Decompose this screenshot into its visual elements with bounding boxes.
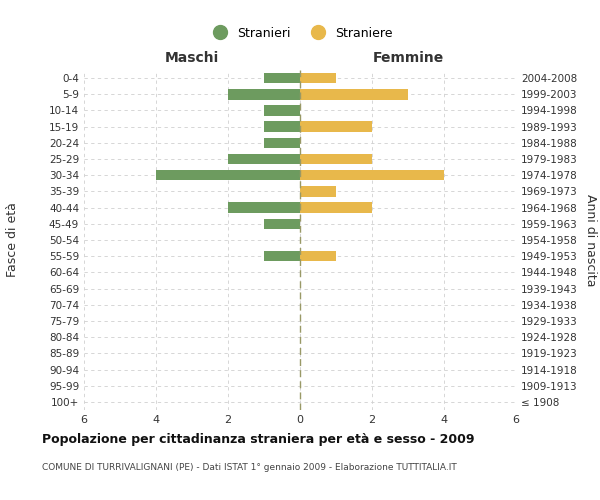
Bar xyxy=(300,73,336,84)
Text: Femmine: Femmine xyxy=(373,51,443,65)
Text: Fasce di età: Fasce di età xyxy=(6,202,19,278)
Bar xyxy=(264,251,300,262)
Bar xyxy=(264,218,300,229)
Text: Maschi: Maschi xyxy=(165,51,219,65)
Bar xyxy=(264,105,300,116)
Bar xyxy=(300,89,408,100)
Text: COMUNE DI TURRIVALIGNANI (PE) - Dati ISTAT 1° gennaio 2009 - Elaborazione TUTTIT: COMUNE DI TURRIVALIGNANI (PE) - Dati IST… xyxy=(42,462,457,471)
Bar xyxy=(228,202,300,213)
Bar xyxy=(300,122,372,132)
Text: Anni di nascita: Anni di nascita xyxy=(584,194,597,286)
Bar xyxy=(228,89,300,100)
Bar xyxy=(300,154,372,164)
Bar xyxy=(300,251,336,262)
Bar xyxy=(300,202,372,213)
Bar xyxy=(156,170,300,180)
Bar xyxy=(264,138,300,148)
Bar xyxy=(264,122,300,132)
Bar xyxy=(264,73,300,84)
Text: Popolazione per cittadinanza straniera per età e sesso - 2009: Popolazione per cittadinanza straniera p… xyxy=(42,432,475,446)
Bar xyxy=(300,186,336,196)
Legend: Stranieri, Straniere: Stranieri, Straniere xyxy=(202,22,398,45)
Bar xyxy=(228,154,300,164)
Bar xyxy=(300,170,444,180)
